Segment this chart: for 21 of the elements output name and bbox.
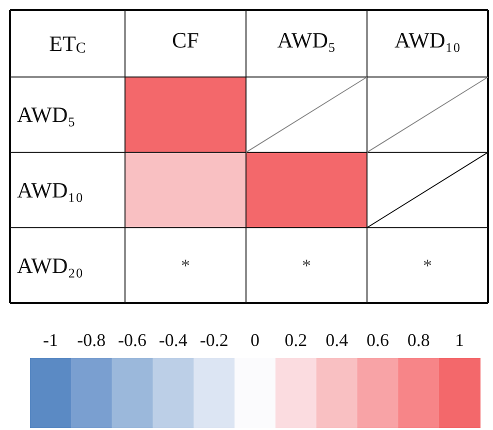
color-bar-label: -1: [42, 330, 58, 350]
color-bar-label: 0.4: [326, 330, 348, 350]
text: *: [302, 255, 311, 276]
color-bar-label: 0.2: [284, 330, 308, 350]
color-bar-label: 0.6: [366, 330, 389, 350]
text: ETC: [49, 31, 86, 56]
x-tick-label: AWD₅: [277, 28, 336, 52]
x-tick-label: AWD₁₀: [394, 28, 461, 52]
color-bar-label: 0.8: [407, 330, 430, 350]
x-tick-label: CF: [172, 28, 199, 52]
color-bar-label: 1: [455, 330, 464, 350]
y-tick-label: AWD₂₀: [17, 252, 84, 278]
y-tick-label: AWD₁₀: [17, 178, 84, 202]
text: *: [181, 255, 190, 276]
color-bar-label: -0.4: [158, 330, 188, 350]
y-tick-label: AWD₅: [17, 102, 76, 128]
color-bar-label: -0.6: [118, 330, 147, 350]
color-bar-label: -0.8: [77, 330, 106, 350]
color-bar-label: 0: [250, 330, 260, 350]
color-bar-label: -0.2: [200, 330, 228, 350]
text: *: [423, 255, 432, 276]
